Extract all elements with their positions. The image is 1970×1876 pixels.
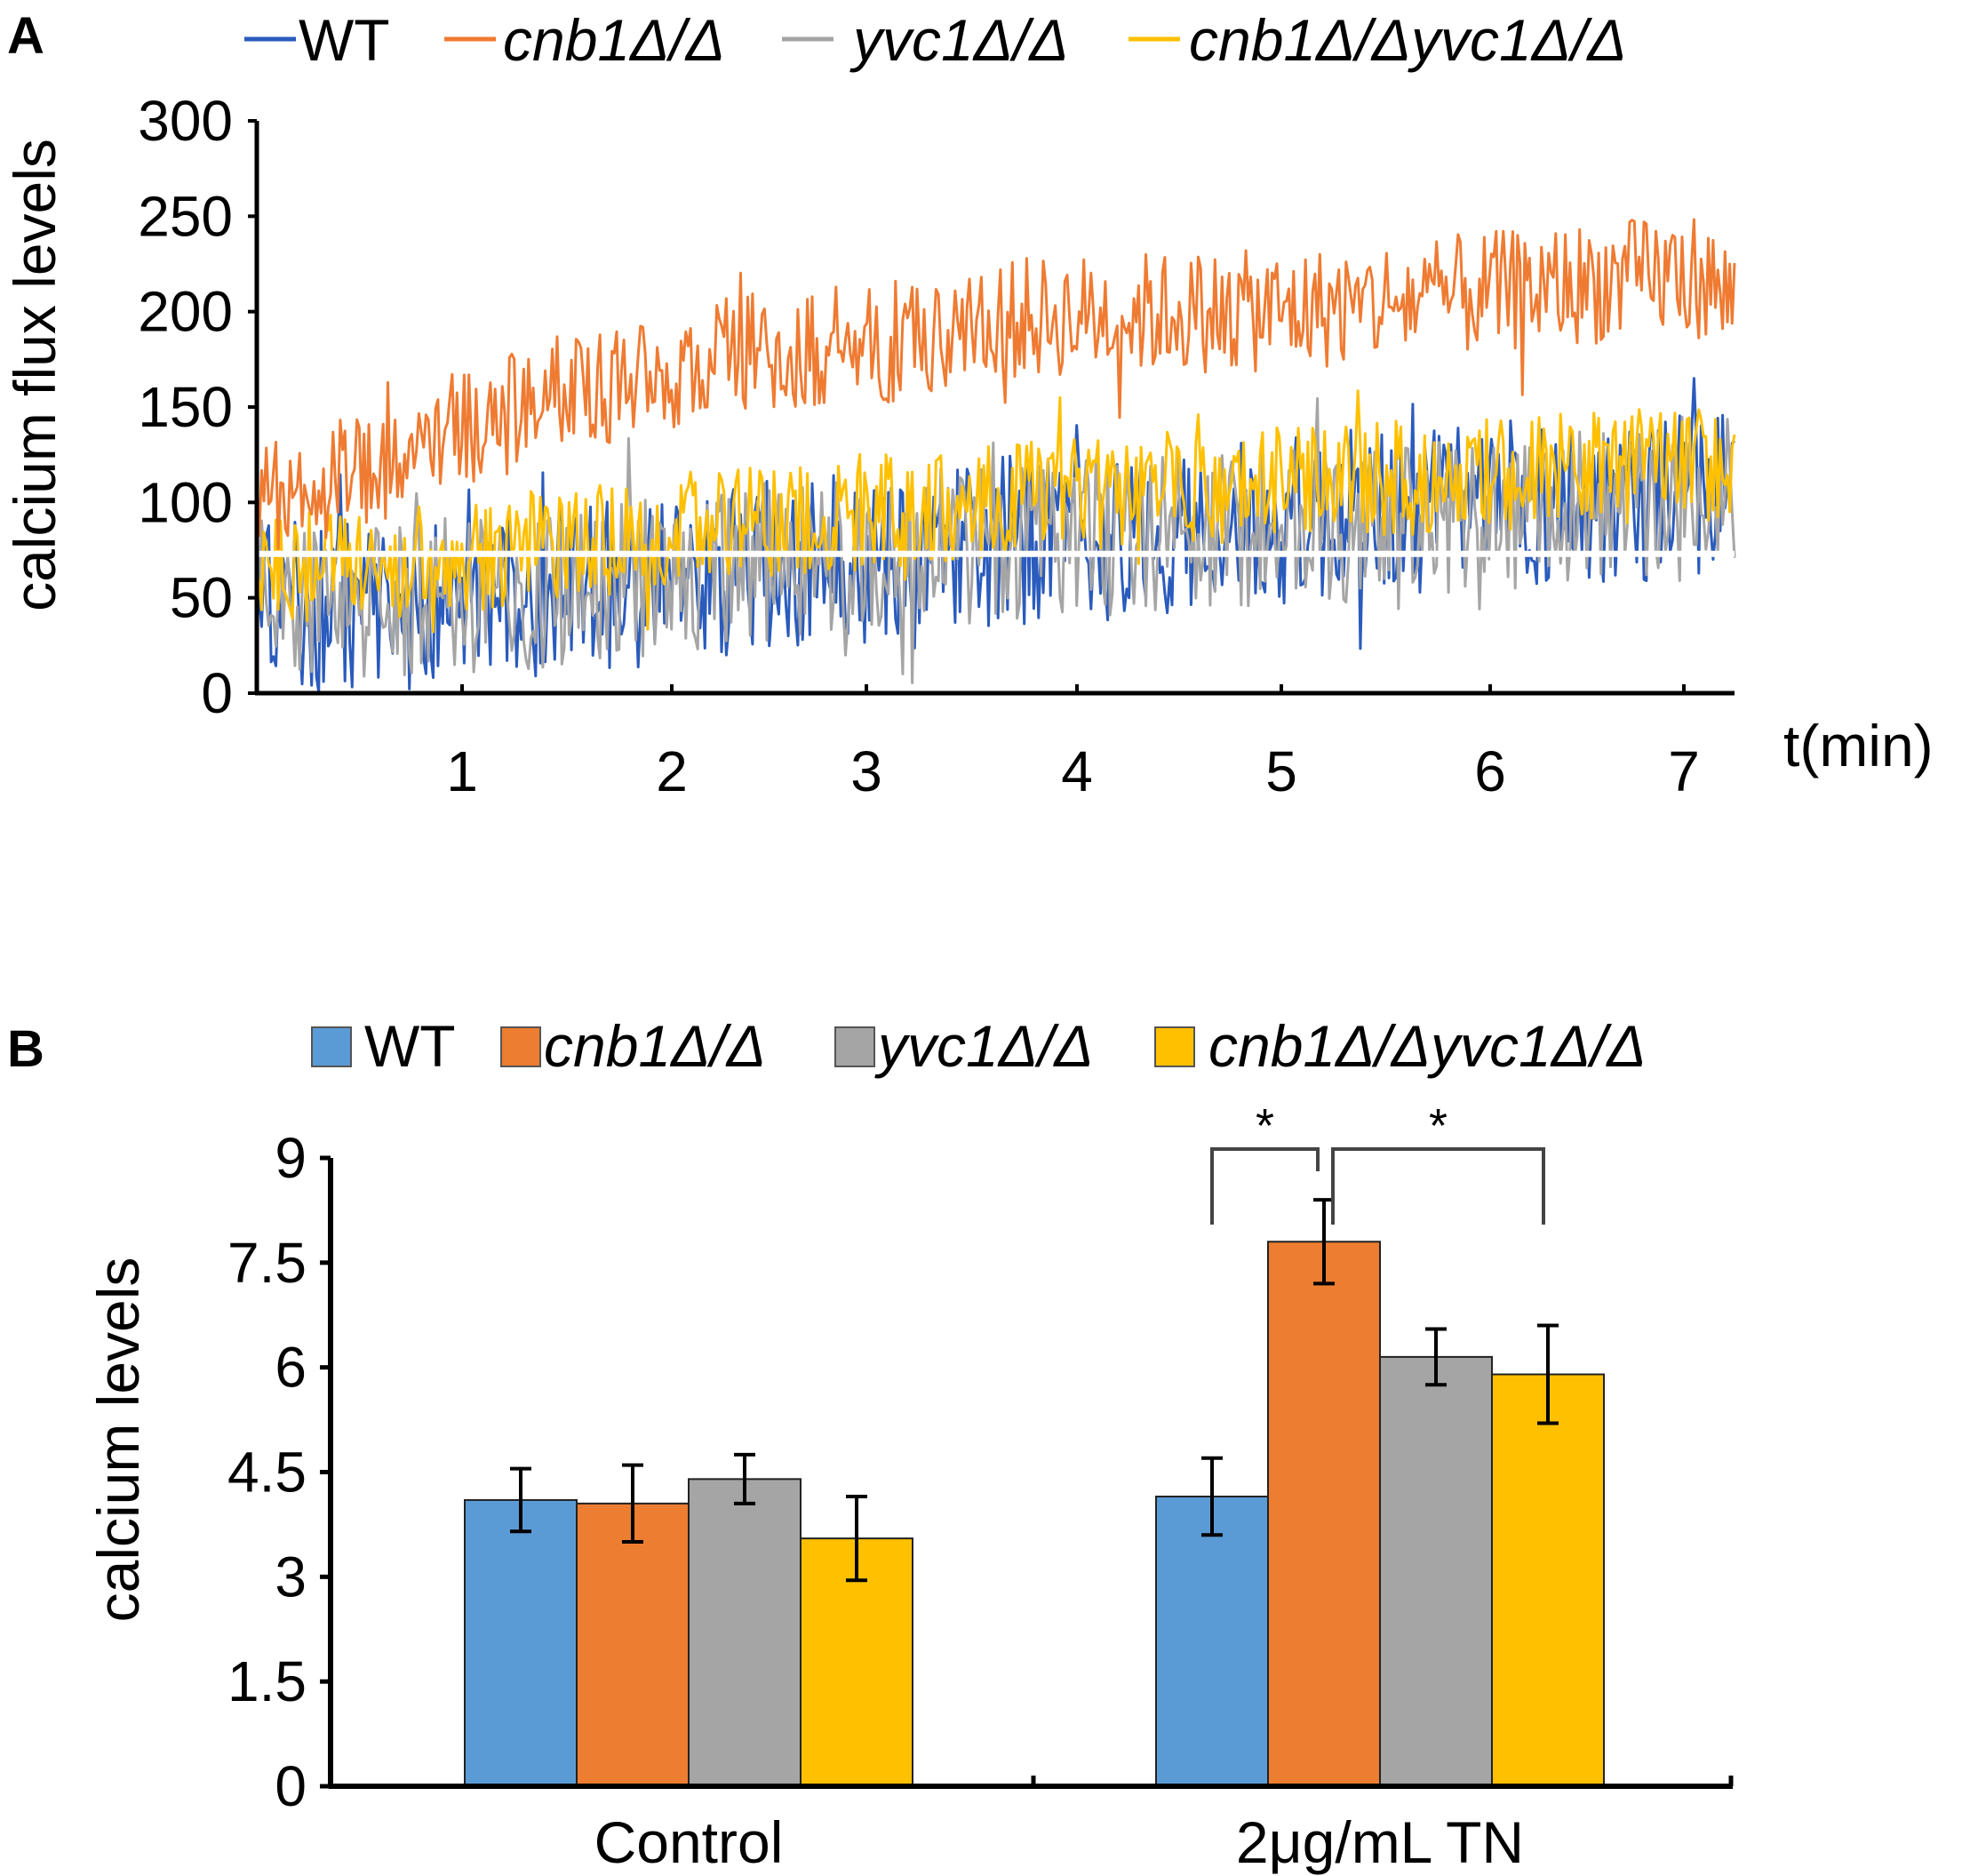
chart-a-y-tick-label: 0 bbox=[201, 661, 233, 725]
legend-a-cnb1-label: cnb1Δ/Δ bbox=[503, 7, 725, 73]
chart-a-x-tick-label: 2 bbox=[656, 739, 688, 803]
chart-b-x-tick-label: Control bbox=[594, 1809, 784, 1875]
chart-a-x-tick-label: 5 bbox=[1265, 739, 1297, 803]
legend-b-double-label: cnb1Δ/Δyvc1Δ/Δ bbox=[1208, 1013, 1647, 1079]
chart-a-x-tick-label: 6 bbox=[1474, 739, 1506, 803]
legend-a-double-label: cnb1Δ/Δyvc1Δ/Δ bbox=[1189, 7, 1627, 73]
chart-a-x-tick-label: 4 bbox=[1061, 739, 1093, 803]
legend-a-wt-label: WT bbox=[299, 7, 390, 73]
bar-wt-control bbox=[464, 1498, 578, 1788]
chart-a-y-tick-label: 250 bbox=[138, 184, 233, 248]
chart-a-y-tick-label: 100 bbox=[138, 470, 233, 534]
chart-b-x-tick-label: 2μg/mL TN bbox=[1236, 1809, 1524, 1875]
chart-a-ylabel: calcium flux levels bbox=[2, 139, 68, 611]
chart-a-series-group bbox=[255, 218, 1736, 694]
bar-yvc1dd-2-gml-tn bbox=[1379, 1355, 1493, 1787]
significance-bracket bbox=[1210, 1147, 1320, 1225]
chart-a-x-tick-label: 1 bbox=[446, 739, 478, 803]
chart-b-y-tick-label: 7.5 bbox=[227, 1231, 307, 1295]
bar-cnb1dd-2-gml-tn bbox=[1267, 1241, 1381, 1788]
significance-star: * bbox=[1256, 1099, 1274, 1153]
panel-a-letter: A bbox=[7, 7, 44, 65]
legend-b-wt-label: WT bbox=[364, 1013, 456, 1079]
legend-b-yvc1-label: yvc1Δ/Δ bbox=[874, 1013, 1094, 1079]
chart-a-series-cnb1ddyvc1dd bbox=[255, 389, 1736, 634]
chart-a-x-tick-label: 3 bbox=[850, 739, 882, 803]
legend-b-yvc1-swatch bbox=[834, 1026, 875, 1067]
chart-a-y-tick-label: 200 bbox=[138, 280, 233, 344]
bar-wt-2-gml-tn bbox=[1155, 1495, 1269, 1787]
legend-b-wt-swatch bbox=[311, 1026, 352, 1067]
chart-b-y-tick-label: 0 bbox=[275, 1754, 307, 1818]
chart-b-y-tick-label: 4.5 bbox=[227, 1441, 307, 1505]
chart-b-bars-group: * * bbox=[464, 1099, 1605, 1788]
chart-a-y-tick-label: 150 bbox=[138, 375, 233, 439]
chart-a-xlabel: t(min) bbox=[1783, 713, 1934, 778]
panel-b-letter: B bbox=[7, 1020, 44, 1078]
chart-a-y-tick-label: 300 bbox=[138, 89, 233, 153]
legend-b-cnb1-label: cnb1Δ/Δ bbox=[544, 1013, 766, 1079]
significance-bracket bbox=[1331, 1147, 1545, 1225]
chart-b-y-tick-label: 9 bbox=[275, 1126, 307, 1190]
chart-a-series-cnb1dd bbox=[255, 218, 1736, 550]
chart-b-ticks: 0 1.5 3 4.5 6 7.5 9 Control 2μg/mL TN bbox=[227, 1126, 1734, 1875]
chart-b-y-tick-label: 3 bbox=[275, 1545, 307, 1609]
chart-a-x-tick-label: 7 bbox=[1668, 739, 1700, 803]
chart-a-y-tick-label: 50 bbox=[170, 566, 233, 630]
legend-b-cnb1-swatch bbox=[500, 1026, 541, 1067]
significance-star: * bbox=[1429, 1099, 1448, 1153]
chart-a-series-yvc1dd bbox=[255, 397, 1736, 684]
bar-cnb1ddyvc1dd-2-gml-tn bbox=[1491, 1373, 1605, 1787]
legend-b: WT cnb1Δ/Δ yvc1Δ/Δ cnb1Δ/Δyvc1Δ/Δ bbox=[311, 1013, 1647, 1079]
chart-b-ylabel: calcium levels bbox=[85, 1257, 151, 1623]
bar-cnb1dd-control bbox=[576, 1502, 690, 1787]
legend-a-yvc1-label: yvc1Δ/Δ bbox=[849, 7, 1069, 73]
legend-b-double-swatch bbox=[1154, 1026, 1195, 1067]
chart-a-ticks: 0 50 100 150 200 250 300 1 2 3 4 5 6 7 bbox=[138, 89, 1700, 803]
legend-a: WT cnb1Δ/Δ yvc1Δ/Δ cnb1Δ/Δyvc1Δ/Δ bbox=[244, 7, 1627, 73]
bar-yvc1dd-control bbox=[688, 1478, 802, 1788]
chart-b-y-tick-label: 6 bbox=[275, 1336, 307, 1400]
chart-b-y-tick-label: 1.5 bbox=[227, 1649, 307, 1713]
